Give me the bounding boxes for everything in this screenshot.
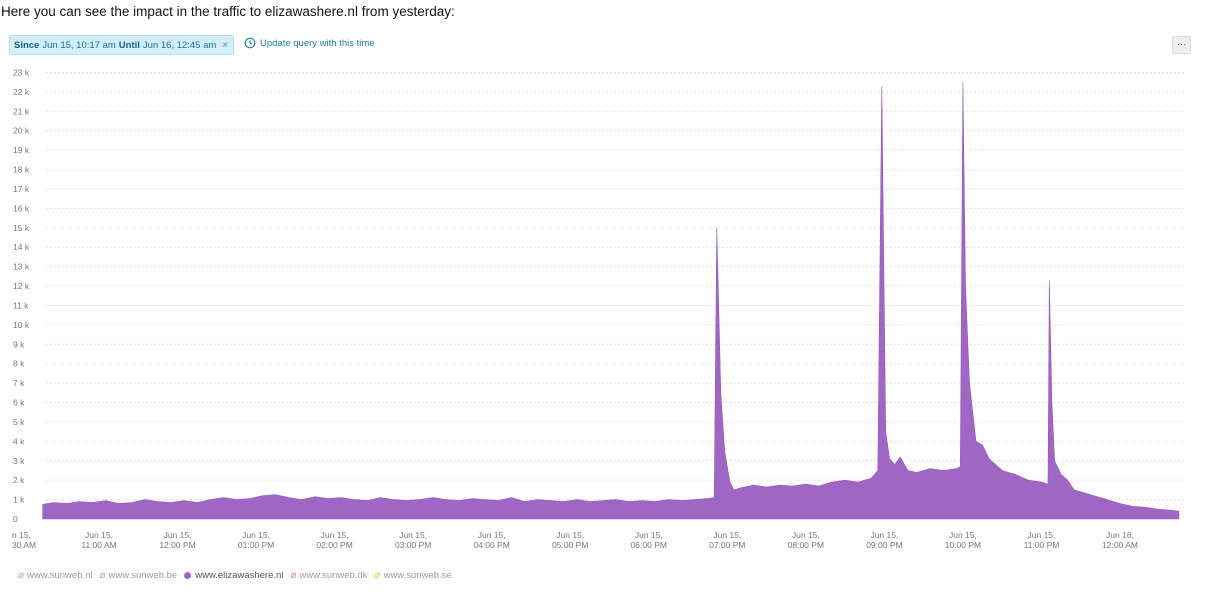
x-tick-label: Jun 16,12:00 AM — [1102, 530, 1138, 550]
legend-hidden-icon: ⌀ — [374, 570, 381, 581]
x-tick-line2: 30 AM — [12, 540, 36, 550]
y-tick-label: 2 k — [13, 475, 25, 485]
legend-label: www.sunweb.be — [108, 570, 178, 581]
y-tick-label: 18 k — [13, 165, 30, 175]
x-tick-line1: Jun 15, — [713, 530, 741, 540]
x-tick-line2: 11:00 PM — [1024, 540, 1060, 550]
x-tick-label: Jun 15,05:00 PM — [552, 530, 588, 550]
y-tick-label: 17 k — [13, 184, 30, 194]
x-tick-line2: 10:00 PM — [945, 540, 981, 550]
x-tick-line1: n 15, — [12, 530, 31, 540]
intro-text: Here you can see the impact in the traff… — [1, 4, 455, 19]
until-label: Until — [118, 39, 140, 51]
x-tick-line1: Jun 15, — [949, 530, 977, 540]
x-tick-line2: 01:00 PM — [238, 540, 274, 550]
x-tick-label: Jun 15,02:00 PM — [316, 530, 352, 550]
x-tick-label: Jun 15,08:00 PM — [788, 530, 824, 550]
x-tick-line2: 02:00 PM — [316, 540, 352, 550]
x-tick-line1: Jun 15, — [1028, 530, 1056, 540]
y-tick-label: 4 k — [13, 436, 25, 446]
y-tick-label: 9 k — [13, 339, 25, 349]
legend-hidden-icon: ⌀ — [290, 570, 297, 581]
legend-item[interactable]: ⌀ www.sunweb.nl — [18, 570, 93, 581]
x-tick-label: Jun 15,01:00 PM — [238, 530, 274, 550]
x-tick-line1: Jun 15, — [870, 530, 898, 540]
y-tick-label: 1 k — [13, 495, 25, 505]
x-tick-label: Jun 15,07:00 PM — [709, 530, 745, 550]
legend-item[interactable]: ⌀ www.sunweb.dk — [290, 570, 367, 581]
x-tick-label: Jun 15,09:00 PM — [866, 530, 902, 550]
legend-label: www.sunweb.nl — [27, 570, 93, 581]
x-tick-label: Jun 15,11:00 AM — [81, 530, 116, 550]
legend-label: www.sunweb.dk — [299, 570, 368, 581]
y-tick-label: 7 k — [13, 378, 25, 388]
x-tick-label: n 15,30 AM — [12, 530, 36, 550]
x-tick-line1: Jun 15, — [478, 530, 506, 540]
x-tick-line2: 08:00 PM — [788, 540, 824, 550]
legend-label: www.elizawashere.nl — [195, 570, 284, 581]
y-tick-label: 22 k — [13, 87, 30, 97]
x-tick-line2: 06:00 PM — [631, 540, 667, 550]
clock-icon — [244, 37, 256, 49]
y-tick-label: 13 k — [13, 262, 30, 272]
legend-item[interactable]: ⌀ www.sunweb.be — [100, 570, 178, 581]
x-tick-label: Jun 15,03:00 PM — [395, 530, 431, 550]
y-tick-label: 6 k — [13, 398, 25, 408]
x-tick-label: Jun 15,12:00 PM — [159, 530, 195, 550]
x-tick-line1: Jun 15, — [399, 530, 427, 540]
x-tick-line1: Jun 15, — [556, 530, 584, 540]
time-range-filter[interactable]: Since Jun 15, 10:17 am Until Jun 16, 12:… — [9, 35, 235, 55]
y-tick-label: 21 k — [13, 106, 30, 116]
legend-label: www.sunweb.se — [383, 570, 452, 581]
since-label: Since — [14, 39, 40, 51]
since-value: Jun 15, 10:17 am — [42, 39, 116, 51]
x-tick-line2: 05:00 PM — [552, 540, 588, 550]
y-tick-label: 12 k — [13, 281, 30, 291]
until-value: Jun 16, 12:45 am — [142, 39, 217, 51]
x-tick-line1: Jun 15, — [635, 530, 663, 540]
x-tick-line2: 03:00 PM — [395, 540, 431, 550]
x-tick-line1: Jun 15, — [85, 530, 113, 540]
x-tick-line2: 12:00 AM — [1102, 540, 1138, 550]
traffic-chart: 0 1 k 2 k 3 k 4 k 5 k 6 k 7 k 8 k 9 k 10 k 11 k 12 k… — [12, 68, 1186, 550]
legend-hidden-icon: ⌀ — [18, 570, 25, 581]
y-tick-label: 8 k — [13, 359, 25, 369]
series-area-elizawashere — [42, 82, 1180, 520]
y-tick-label: 11 k — [13, 300, 29, 310]
x-tick-label: Jun 15,04:00 PM — [473, 530, 509, 550]
legend-item[interactable]: ⌀ www.sunweb.se — [375, 570, 452, 581]
y-tick-label: 23 k — [13, 68, 30, 78]
y-tick-label: 0 — [13, 514, 18, 524]
y-tick-label: 3 k — [13, 456, 25, 466]
x-tick-label: Jun 15,06:00 PM — [631, 530, 667, 550]
update-query-button[interactable]: Update query with this time — [244, 37, 375, 49]
legend-hidden-icon: ⌀ — [99, 570, 106, 581]
update-query-label: Update query with this time — [260, 37, 375, 49]
y-tick-label: 10 k — [13, 320, 30, 330]
legend-dot-icon — [184, 572, 192, 579]
x-tick-label: Jun 15,10:00 PM — [945, 530, 981, 550]
chart-legend: ⌀ www.sunweb.nl ⌀ www.sunweb.be www.elizawas… — [18, 570, 459, 581]
y-tick-label: 14 k — [13, 242, 30, 252]
x-tick-line2: 09:00 PM — [866, 540, 902, 550]
y-tick-label: 16 k — [13, 203, 30, 213]
x-tick-line1: Jun 15, — [321, 530, 349, 540]
x-tick-line1: Jun 16, — [1106, 530, 1134, 540]
x-tick-line1: Jun 15, — [164, 530, 192, 540]
more-options-button[interactable]: ··· — [1172, 36, 1191, 54]
x-tick-line1: Jun 15, — [242, 530, 270, 540]
x-tick-line2: 11:00 AM — [81, 540, 116, 550]
y-tick-label: 15 k — [13, 223, 30, 233]
y-tick-label: 20 k — [13, 126, 30, 136]
legend-item[interactable]: www.elizawashere.nl — [184, 570, 283, 581]
x-tick-line2: 07:00 PM — [709, 540, 745, 550]
y-tick-label: 5 k — [13, 417, 25, 427]
x-tick-line2: 12:00 PM — [159, 540, 195, 550]
y-tick-label: 19 k — [13, 145, 30, 155]
x-tick-line1: Jun 15, — [792, 530, 820, 540]
x-tick-label: Jun 15,11:00 PM — [1024, 530, 1060, 550]
close-icon[interactable]: × — [222, 39, 229, 51]
x-tick-line2: 04:00 PM — [473, 540, 509, 550]
